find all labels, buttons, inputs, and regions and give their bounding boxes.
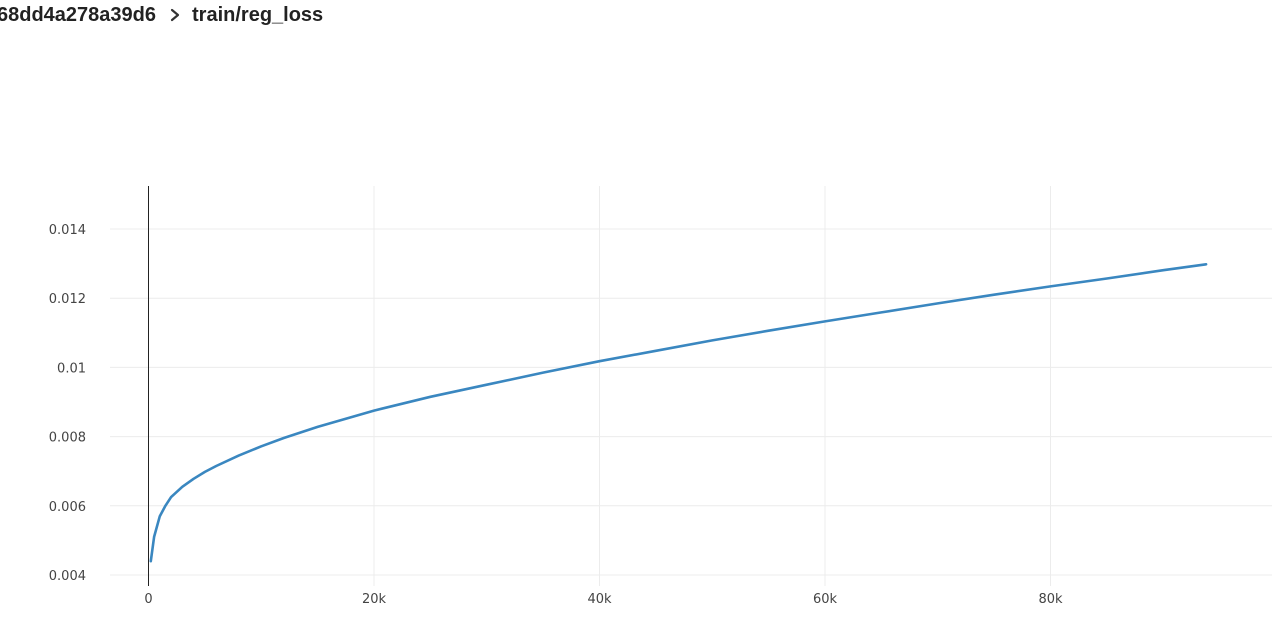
breadcrumb-metric-title: train/reg_loss <box>192 3 324 26</box>
tick-labels: 0 20k 40k 60k 80k 0.004 0.006 0.008 0.01 0.012 0.0… <box>49 223 1063 607</box>
series-line[interactable] <box>149 263 1208 563</box>
grid-lines <box>110 186 1272 586</box>
breadcrumb-run-id[interactable]: 68dd4a278a39d6 <box>0 3 157 26</box>
x-tick-label: 80k <box>1038 592 1063 607</box>
y-tick-label: 0.014 <box>49 223 86 238</box>
x-tick-label: 60k <box>813 592 838 607</box>
series-layer <box>149 263 1208 563</box>
chevron-right-icon <box>168 8 182 22</box>
x-tick-label: 20k <box>362 592 387 607</box>
y-tick-label: 0.012 <box>49 292 86 307</box>
breadcrumb: 68dd4a278a39d6 train/reg_loss <box>0 0 323 30</box>
y-tick-label: 0.008 <box>49 431 86 446</box>
x-tick-label: 40k <box>587 592 612 607</box>
y-tick-label: 0.01 <box>57 361 86 376</box>
x-tick-label: 0 <box>144 592 152 607</box>
y-tick-label: 0.006 <box>49 500 86 515</box>
y-tick-label: 0.004 <box>49 569 86 584</box>
